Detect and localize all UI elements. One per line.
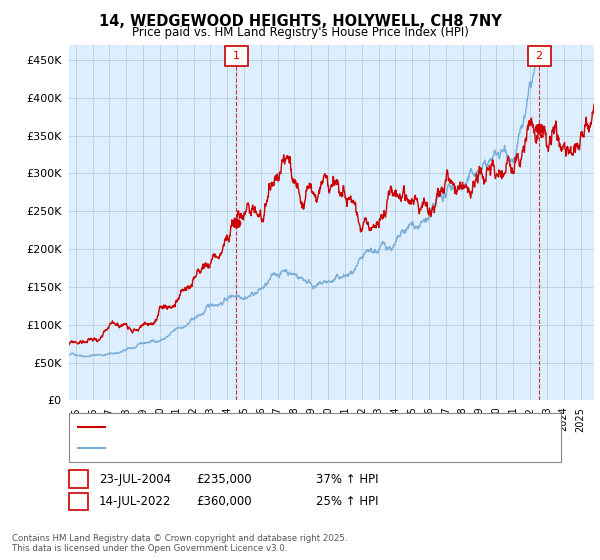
Text: 14-JUL-2022: 14-JUL-2022 [99, 495, 172, 508]
Text: Contains HM Land Registry data © Crown copyright and database right 2025.
This d: Contains HM Land Registry data © Crown c… [12, 534, 347, 553]
Text: 14, WEDGEWOOD HEIGHTS, HOLYWELL, CH8 7NY: 14, WEDGEWOOD HEIGHTS, HOLYWELL, CH8 7NY [98, 14, 502, 29]
Text: HPI: Average price, detached house, Flintshire: HPI: Average price, detached house, Flin… [111, 443, 352, 453]
Text: 23-JUL-2004: 23-JUL-2004 [99, 473, 171, 486]
FancyBboxPatch shape [527, 46, 551, 66]
Text: £235,000: £235,000 [196, 473, 252, 486]
Text: 2: 2 [74, 495, 83, 508]
Text: £360,000: £360,000 [196, 495, 252, 508]
Text: 1: 1 [233, 51, 240, 61]
Text: 37% ↑ HPI: 37% ↑ HPI [316, 473, 379, 486]
FancyBboxPatch shape [225, 46, 248, 66]
Text: Price paid vs. HM Land Registry's House Price Index (HPI): Price paid vs. HM Land Registry's House … [131, 26, 469, 39]
Text: 25% ↑ HPI: 25% ↑ HPI [316, 495, 379, 508]
Text: 2: 2 [536, 51, 543, 61]
Text: 1: 1 [74, 473, 83, 486]
Text: 14, WEDGEWOOD HEIGHTS, HOLYWELL, CH8 7NY (detached house): 14, WEDGEWOOD HEIGHTS, HOLYWELL, CH8 7NY… [111, 422, 463, 432]
